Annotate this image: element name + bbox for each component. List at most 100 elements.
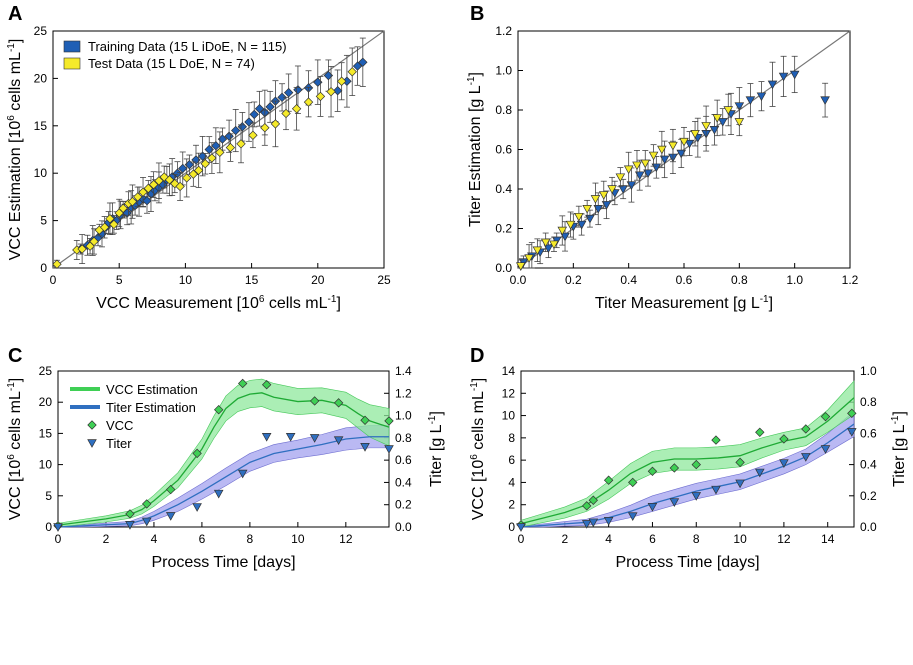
training-point: [676, 149, 687, 159]
training-point: [593, 205, 604, 214]
test-point: [225, 142, 236, 153]
y-tick-label: 0: [508, 520, 515, 534]
test-point: [623, 165, 634, 175]
training-point: [358, 57, 368, 67]
test-point: [270, 119, 281, 129]
y-axis-title-main: VCC Estimation [10: [7, 121, 24, 261]
training-point: [560, 232, 570, 242]
x-axis-title: Process Time [days]: [151, 554, 295, 571]
titer-point: [213, 489, 224, 499]
test-point: [690, 129, 700, 139]
test-point: [347, 67, 357, 77]
test-point: [734, 118, 745, 127]
vcc-point: [333, 398, 344, 408]
test-point: [291, 104, 302, 114]
titer-point: [847, 428, 857, 437]
x-axis-title-sup1: -1: [760, 294, 769, 305]
x-tick-label: 0.2: [565, 273, 582, 287]
y2-tick-label: 0.4: [395, 475, 412, 489]
vcc-point: [384, 416, 394, 426]
test-point: [89, 236, 99, 247]
y-axis-title-main: VCC [10: [7, 460, 24, 521]
y2-axis-title: Titer [g L-1]: [427, 411, 445, 487]
legend-vcc-marker: [87, 420, 97, 430]
y-axis-title: VCC [106 cells mL-1]: [6, 378, 24, 521]
vcc-point: [711, 435, 721, 445]
legend-label-test: Test Data (15 L DoE, N = 74): [88, 56, 255, 71]
test-point: [540, 238, 551, 248]
test-point: [515, 262, 526, 271]
x-tick-label: 6: [649, 532, 656, 546]
vcc-point: [309, 396, 320, 406]
test-point: [182, 173, 192, 183]
x-tick-label: 25: [377, 273, 391, 287]
x-axis-title-main: VCC Measurement [10: [96, 295, 259, 312]
y2-tick-label: 0.4: [860, 458, 877, 472]
vcc-point: [628, 477, 638, 488]
titer-point: [192, 503, 202, 512]
y2-tick-label: 1.2: [395, 386, 412, 400]
y2-tick-label: 0.2: [395, 498, 412, 512]
x-tick-label: 0.4: [620, 273, 637, 287]
test-point: [598, 191, 609, 200]
test-point: [668, 141, 678, 151]
y-tick-label: 1.0: [495, 64, 512, 78]
training-point: [734, 102, 745, 111]
y-tick-label: 1.2: [495, 24, 512, 38]
training-point: [543, 244, 554, 254]
panel-label: C: [8, 345, 22, 367]
x-tick-label: 8: [247, 532, 254, 546]
test-point: [154, 176, 164, 186]
y2-axis-title-sup1: -1: [427, 415, 438, 424]
titer-point: [801, 453, 811, 462]
y2-axis-title-sup1: -1: [890, 415, 901, 424]
test-point: [574, 212, 584, 222]
y2-axis-title-main: Titer [g L: [428, 424, 445, 487]
y-tick-label: 0.0: [495, 261, 512, 275]
training-point: [820, 96, 830, 106]
training-point: [249, 109, 259, 120]
training-point: [756, 92, 767, 102]
vcc-point: [647, 466, 658, 476]
test-point: [336, 76, 347, 86]
titer-point: [581, 520, 592, 529]
x-axis-title-end: ]: [769, 295, 773, 312]
y-axis-title-sup1: 6: [6, 115, 17, 121]
titer-point: [627, 512, 638, 522]
y2-axis-title: Titer [g L-1]: [890, 411, 908, 487]
test-point: [632, 161, 642, 171]
x-axis-title: Process Time [days]: [615, 554, 759, 571]
training-point: [717, 118, 728, 127]
test-point: [109, 219, 119, 230]
legend-swatch-test: [63, 57, 81, 70]
test-point: [679, 137, 689, 147]
titer-point: [588, 518, 599, 528]
legend-swatch-training: [63, 40, 81, 53]
y2-axis-title-end: ]: [428, 411, 445, 415]
x-tick-label: 0: [518, 532, 525, 546]
test-series: [515, 93, 745, 271]
titer-point: [360, 443, 370, 452]
training-point: [778, 72, 789, 82]
y-axis-title: Titer Estimation [g L-1]: [466, 72, 484, 227]
test-point: [175, 181, 185, 192]
test-point: [164, 175, 175, 185]
training-point: [709, 126, 720, 135]
test-point: [99, 222, 110, 232]
test-point: [159, 172, 169, 182]
test-point: [532, 246, 543, 256]
plot-frame: [520, 370, 855, 528]
test-point: [524, 254, 534, 264]
test-point: [557, 226, 568, 236]
test-series: [52, 47, 357, 269]
test-point: [590, 195, 601, 204]
x-tick-label: 1.0: [786, 273, 803, 287]
legend-label-vcc-estimation: VCC Estimation: [106, 382, 198, 397]
vcc-point: [166, 484, 176, 495]
test-point: [723, 106, 734, 115]
x-axis-title: VCC Measurement [106 cells mL-1]: [96, 294, 341, 312]
vcc-point: [801, 424, 811, 434]
y-axis-title-end: ]: [470, 378, 487, 382]
y-tick-label: 15: [39, 426, 53, 440]
training-point: [618, 185, 628, 194]
